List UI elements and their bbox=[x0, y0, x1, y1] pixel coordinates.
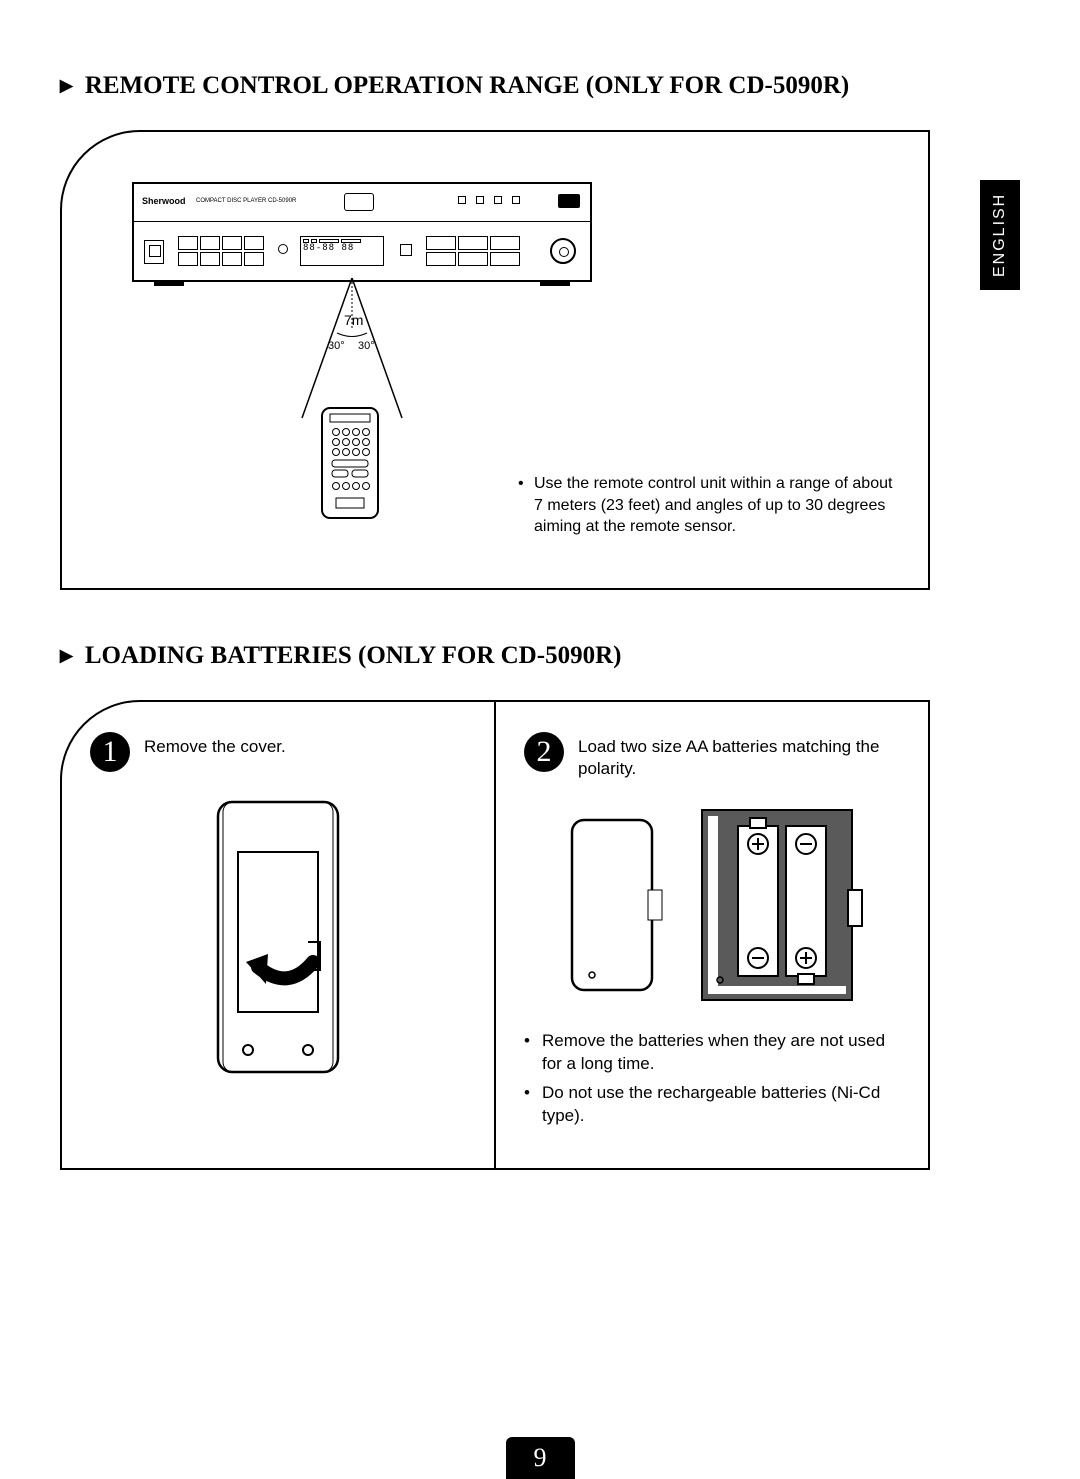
dts-badge-icon bbox=[558, 194, 580, 208]
section2-heading: ▸ LOADING BATTERIES (ONLY FOR CD-5090R) bbox=[60, 640, 1020, 670]
brand-label: Sherwood bbox=[142, 196, 186, 206]
player-foot-left bbox=[154, 280, 184, 286]
bullet-icon: • bbox=[524, 1082, 542, 1128]
step2-figure bbox=[524, 800, 900, 1010]
section1-title: REMOTE CONTROL OPERATION RANGE (ONLY FOR… bbox=[85, 72, 849, 99]
section2-title: LOADING BATTERIES (ONLY FOR CD-5090R) bbox=[85, 642, 622, 669]
range-diagram: 7m 30° 30° bbox=[202, 278, 502, 538]
disc-logo-icon bbox=[344, 193, 374, 211]
display-digits: 88-88 88 bbox=[303, 244, 381, 253]
step2-notes: • Remove the batteries when they are not… bbox=[524, 1030, 900, 1128]
step1-text: Remove the cover. bbox=[144, 732, 286, 758]
step2-badge: 2 bbox=[524, 732, 564, 772]
step1-figure bbox=[90, 792, 466, 1082]
remote-range-panel: Sherwood COMPACT DISC PLAYER CD-5090R 88… bbox=[60, 130, 930, 590]
range-note: • Use the remote control unit within a r… bbox=[518, 473, 898, 538]
button-grid bbox=[178, 236, 264, 266]
player-foot-right bbox=[540, 280, 570, 286]
angle-right-label: 30° bbox=[358, 340, 375, 352]
mid-button bbox=[400, 244, 412, 256]
lcd-display: 88-88 88 bbox=[300, 236, 384, 266]
range-note-text: Use the remote control unit within a ran… bbox=[534, 473, 898, 538]
ir-sensor-icon bbox=[278, 244, 288, 254]
model-label: COMPACT DISC PLAYER CD-5090R bbox=[196, 198, 296, 204]
angle-left-label: 30° bbox=[328, 340, 345, 352]
step2-note-0: Remove the batteries when they are not u… bbox=[542, 1030, 900, 1076]
bullet-icon: • bbox=[518, 473, 534, 538]
language-tab: ENGLISH bbox=[980, 180, 1020, 290]
step2-text: Load two size AA batteries matching the … bbox=[578, 732, 900, 780]
page-number: 9 bbox=[506, 1437, 575, 1479]
heading-arrow-icon: ▸ bbox=[60, 71, 73, 99]
step2-note-1: Do not use the rechargeable batteries (N… bbox=[542, 1082, 900, 1128]
battery-panel: 1 Remove the cover. 2 bbox=[60, 700, 930, 1170]
step2-column: 2 Load two size AA batteries matching th… bbox=[496, 702, 928, 1168]
transport-buttons bbox=[426, 236, 520, 266]
cd-player-diagram: Sherwood COMPACT DISC PLAYER CD-5090R 88… bbox=[132, 182, 592, 282]
power-button-icon bbox=[144, 240, 164, 264]
step1-column: 1 Remove the cover. bbox=[62, 702, 494, 1168]
indicator-dots bbox=[458, 196, 520, 204]
page-number-bar: 9 bbox=[0, 1437, 1080, 1479]
heading-arrow-icon: ▸ bbox=[60, 641, 73, 669]
bullet-icon: • bbox=[524, 1030, 542, 1076]
step1-badge: 1 bbox=[90, 732, 130, 772]
jog-dial-icon bbox=[550, 238, 576, 264]
section1-heading: ▸ REMOTE CONTROL OPERATION RANGE (ONLY F… bbox=[60, 70, 1020, 100]
distance-label: 7m bbox=[344, 312, 363, 328]
